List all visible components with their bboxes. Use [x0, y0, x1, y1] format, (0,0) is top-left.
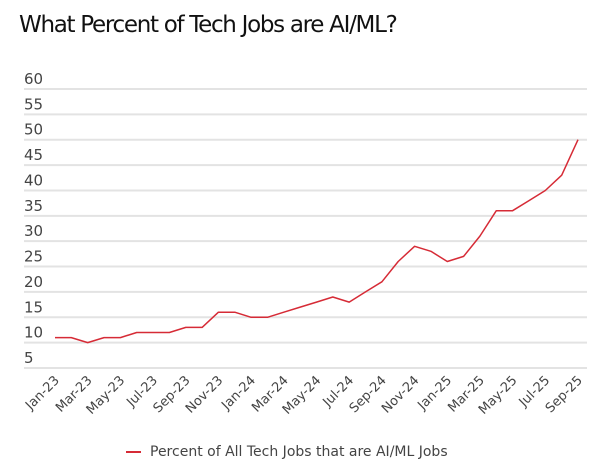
y-tick-label: 15 — [24, 298, 43, 316]
y-tick-label: 45 — [24, 146, 43, 164]
legend-swatch — [126, 451, 141, 453]
y-tick-label: 5 — [24, 349, 34, 367]
x-tick-label: Sep-25 — [543, 373, 586, 416]
y-tick-label: 20 — [24, 273, 43, 291]
y-tick-label: 35 — [24, 197, 43, 215]
legend: Percent of All Tech Jobs that are AI/ML … — [126, 444, 448, 460]
y-tick-label: 60 — [24, 70, 43, 88]
series-layer — [54, 139, 579, 344]
x-axis-ticks: Jan-23Mar-23May-23Jul-23Sep-23Nov-23Jan-… — [22, 373, 586, 417]
y-tick-label: 25 — [24, 248, 43, 266]
legend-label: Percent of All Tech Jobs that are AI/ML … — [150, 444, 448, 460]
y-tick-label: 30 — [24, 222, 43, 240]
y-tick-label: 55 — [24, 95, 43, 113]
y-tick-label: 10 — [24, 324, 43, 342]
gridlines — [24, 88, 587, 369]
y-tick-label: 40 — [24, 171, 43, 189]
chart-title: What Percent of Tech Jobs are AI/ML? — [19, 12, 398, 38]
y-tick-label: 50 — [24, 121, 43, 139]
y-axis-ticks: 60 55 50 45 40 35 30 25 20 15 10 5 — [24, 70, 43, 367]
